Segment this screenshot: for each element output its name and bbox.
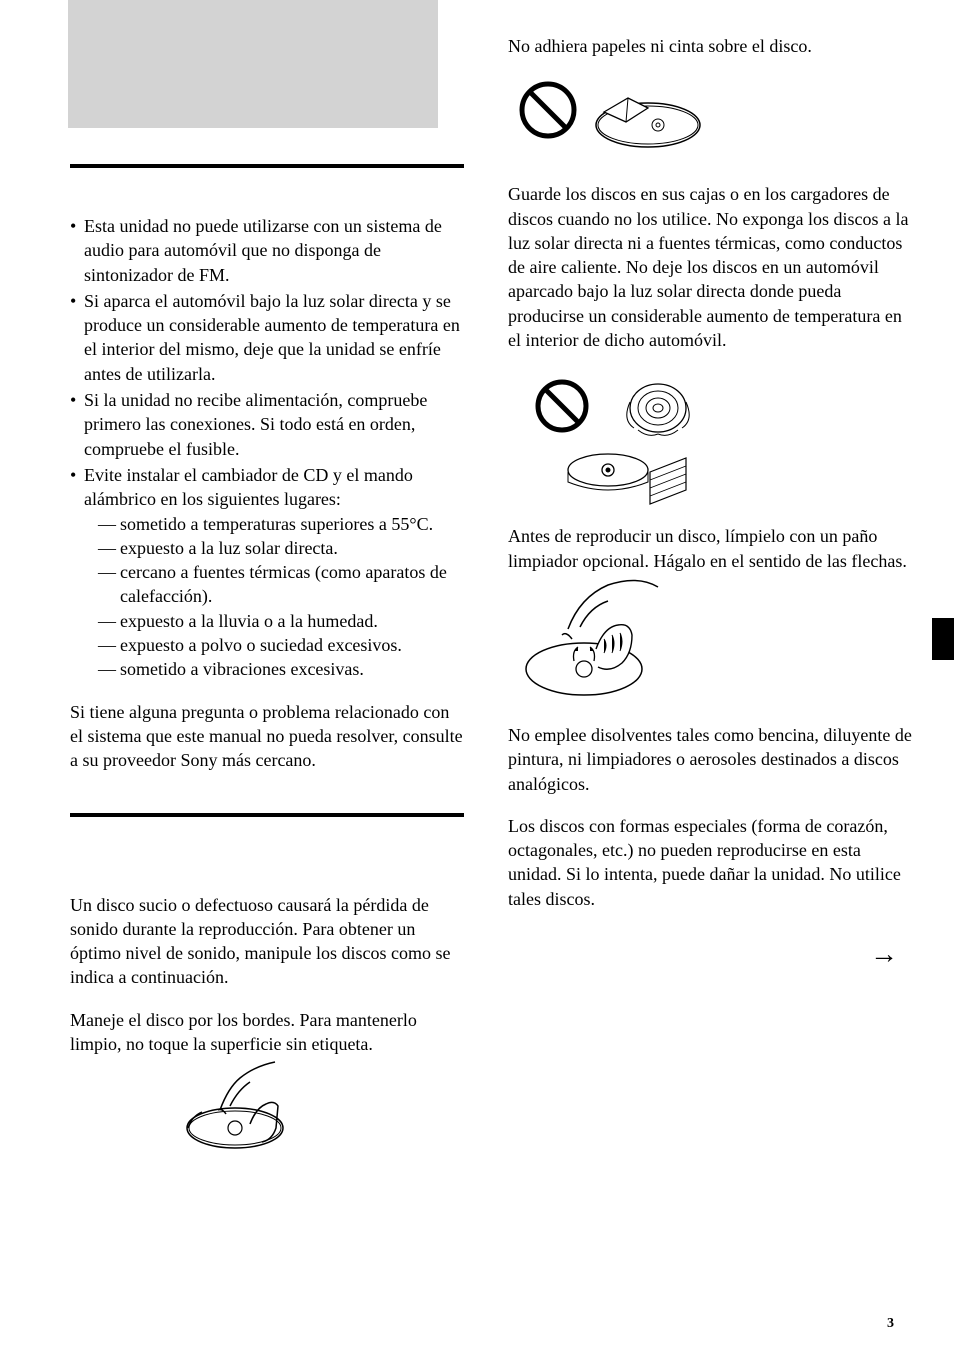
left-column: Esta unidad no puede utilizarse con un s… bbox=[70, 0, 464, 1172]
disc-dirty-text: Un disco sucio o defectuoso causará la p… bbox=[70, 893, 464, 990]
bullet-item: Evite instalar el cambiador de CD y el m… bbox=[70, 463, 464, 682]
right-column: No adhiera papeles ni cinta sobre el dis… bbox=[508, 0, 914, 1172]
clean-disc-icon bbox=[508, 579, 914, 709]
install-locations-list: sometido a temperaturas superiores a 55°… bbox=[84, 512, 464, 682]
page-number: 3 bbox=[887, 1315, 894, 1334]
dash-item: expuesto a polvo o suciedad excesivos. bbox=[98, 633, 464, 657]
no-tape-text: No adhiera papeles ni cinta sobre el dis… bbox=[508, 34, 914, 58]
dash-item: sometido a temperaturas superiores a 55°… bbox=[98, 512, 464, 536]
continue-arrow-icon: → bbox=[870, 936, 898, 974]
disc-edges-text: Maneje el disco por los bordes. Para man… bbox=[70, 1008, 464, 1057]
store-discs-text: Guarde los discos en sus cajas o en los … bbox=[508, 182, 914, 352]
side-tab-marker bbox=[932, 618, 954, 660]
dash-item: sometido a vibraciones excesivas. bbox=[98, 657, 464, 681]
support-text: Si tiene alguna pregunta o problema rela… bbox=[70, 700, 464, 773]
no-heat-storage-icon bbox=[508, 370, 914, 510]
header-gray-box bbox=[68, 0, 438, 128]
no-tape-on-disc-icon bbox=[508, 70, 914, 160]
clean-disc-text: Antes de reproducir un disco, límpielo c… bbox=[508, 524, 914, 573]
dash-item: expuesto a la luz solar directa. bbox=[98, 536, 464, 560]
bullet-item: Si la unidad no recibe alimentación, com… bbox=[70, 388, 464, 461]
bullet-item: Si aparca el automóvil bajo la luz solar… bbox=[70, 289, 464, 386]
dash-item: cercano a fuentes térmicas (como aparato… bbox=[98, 560, 464, 609]
solvents-text: No emplee disolventes tales como bencina… bbox=[508, 723, 914, 796]
bullet-text: Evite instalar el cambiador de CD y el m… bbox=[84, 465, 413, 509]
bullet-item: Esta unidad no puede utilizarse con un s… bbox=[70, 214, 464, 287]
precautions-list: Esta unidad no puede utilizarse con un s… bbox=[70, 214, 464, 682]
disc-hold-edges-icon bbox=[180, 1058, 464, 1158]
page-content: Esta unidad no puede utilizarse con un s… bbox=[0, 0, 954, 1212]
special-shapes-text: Los discos con formas especiales (forma … bbox=[508, 814, 914, 911]
dash-item: expuesto a la lluvia o a la humedad. bbox=[98, 609, 464, 633]
